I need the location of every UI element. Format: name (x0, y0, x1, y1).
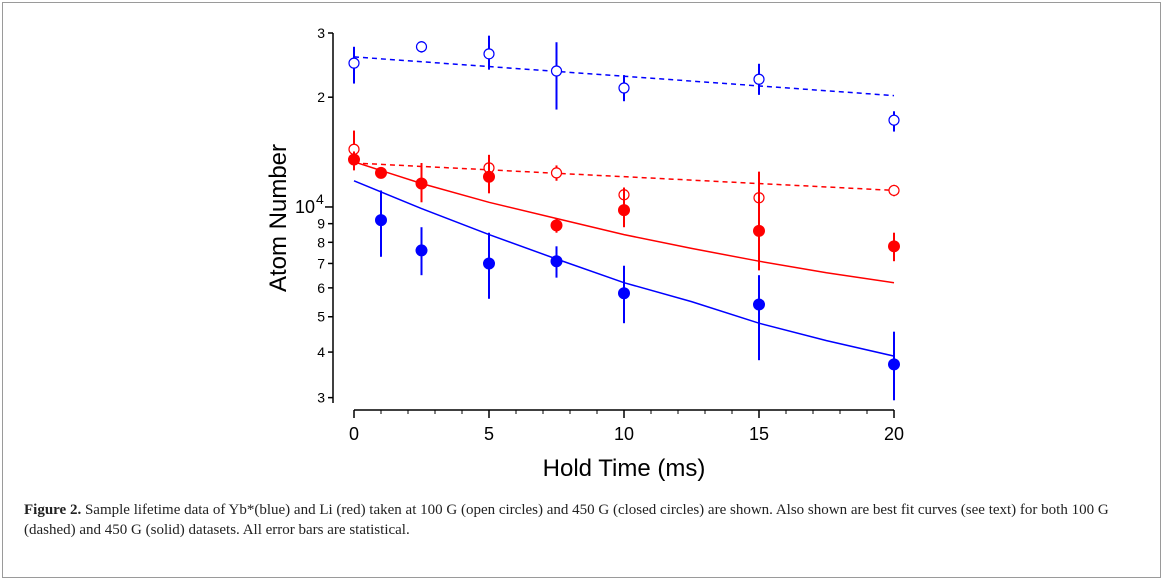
y-tick-label: 2 (317, 89, 325, 105)
y-tick-label: 6 (317, 280, 325, 296)
open-circle-point (618, 82, 630, 94)
closed-circle-point (618, 287, 630, 300)
y-tick-label: 3 (317, 390, 325, 406)
closed-circle-point (415, 244, 428, 257)
x-tick-label: 15 (749, 424, 769, 444)
y-tick-label: 10 (295, 197, 315, 217)
closed-circle-point (348, 153, 360, 166)
closed-circle-point (888, 358, 900, 371)
closed-circle-point (415, 177, 428, 190)
open-circle-point (415, 41, 428, 53)
fit-curve-dashed (353, 162, 895, 192)
closed-circle-point (888, 240, 900, 253)
figure-caption: Figure 2. Sample lifetime data of Yb*(bl… (24, 500, 1134, 540)
y-tick-exponent: 4 (316, 191, 324, 207)
closed-circle-point (550, 255, 563, 268)
y-tick-label: 5 (317, 309, 325, 325)
closed-circle-point (483, 257, 495, 270)
open-circle-point (550, 167, 563, 179)
x-tick-label: 5 (484, 424, 494, 444)
open-circle-point (888, 114, 900, 126)
fit-curve-solid (353, 161, 895, 284)
x-axis-title: Hold Time (ms) (543, 455, 706, 482)
open-circle-point (348, 57, 360, 69)
y-tick-label: 4 (317, 344, 325, 360)
y-tick-label: 7 (317, 255, 325, 271)
y-tick-label: 8 (317, 234, 325, 250)
caption-label: Figure 2. (24, 502, 82, 518)
x-tick-label: 20 (884, 424, 904, 444)
closed-circle-point (618, 204, 630, 217)
closed-circle-point (483, 170, 495, 183)
y-tick-label: 9 (317, 216, 325, 232)
open-circle-point (753, 73, 765, 85)
open-circle-point (888, 184, 900, 197)
data-points (348, 35, 900, 401)
closed-circle-point (753, 298, 765, 311)
closed-circle-point (550, 219, 563, 232)
x-tick-label: 10 (614, 424, 634, 444)
closed-circle-point (753, 224, 765, 237)
y-tick-label: 3 (317, 25, 325, 41)
open-circle-point (550, 65, 563, 77)
closed-circle-point (375, 214, 387, 227)
x-tick-label: 0 (349, 424, 359, 444)
y-axis-title: Atom Number (265, 144, 292, 292)
caption-text: Sample lifetime data of Yb*(blue) and Li… (24, 502, 1109, 538)
closed-circle-point (375, 166, 387, 179)
open-circle-point (483, 48, 495, 60)
